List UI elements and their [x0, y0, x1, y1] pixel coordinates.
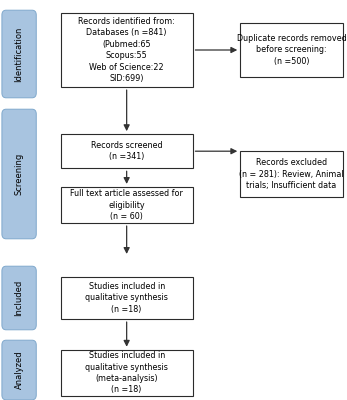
Text: Records identified from:
Databases (n =841)
(Pubmed:65
Scopus:55
Web of Science:: Records identified from: Databases (n =8…	[78, 17, 175, 83]
FancyBboxPatch shape	[2, 10, 36, 98]
Bar	[240, 23, 343, 77]
Text: Analyzed: Analyzed	[15, 351, 24, 389]
Bar	[61, 187, 193, 223]
Bar	[61, 13, 193, 87]
Text: Identification: Identification	[15, 26, 24, 82]
Text: Studies included in
qualitative synthesis
(n =18): Studies included in qualitative synthesi…	[85, 282, 168, 314]
Text: Studies included in
qualitative synthesis
(meta-analysis)
(n =18): Studies included in qualitative synthesi…	[85, 351, 168, 394]
FancyBboxPatch shape	[2, 340, 36, 400]
Text: Records excluded
(n = 281): Review, Animal
trials; Insufficient data: Records excluded (n = 281): Review, Anim…	[239, 158, 344, 190]
Text: Records screened
(n =341): Records screened (n =341)	[91, 141, 162, 162]
FancyBboxPatch shape	[2, 266, 36, 330]
Bar	[240, 151, 343, 197]
Text: Duplicate records removed
before screening:
(n =500): Duplicate records removed before screeni…	[237, 34, 346, 66]
Bar	[61, 350, 193, 396]
Text: Screening: Screening	[15, 153, 24, 195]
FancyBboxPatch shape	[2, 109, 36, 239]
Bar	[61, 134, 193, 168]
Text: Full text article assessed for
eligibility
(n = 60): Full text article assessed for eligibili…	[70, 189, 183, 221]
Text: Included: Included	[15, 280, 24, 316]
Bar	[61, 277, 193, 319]
